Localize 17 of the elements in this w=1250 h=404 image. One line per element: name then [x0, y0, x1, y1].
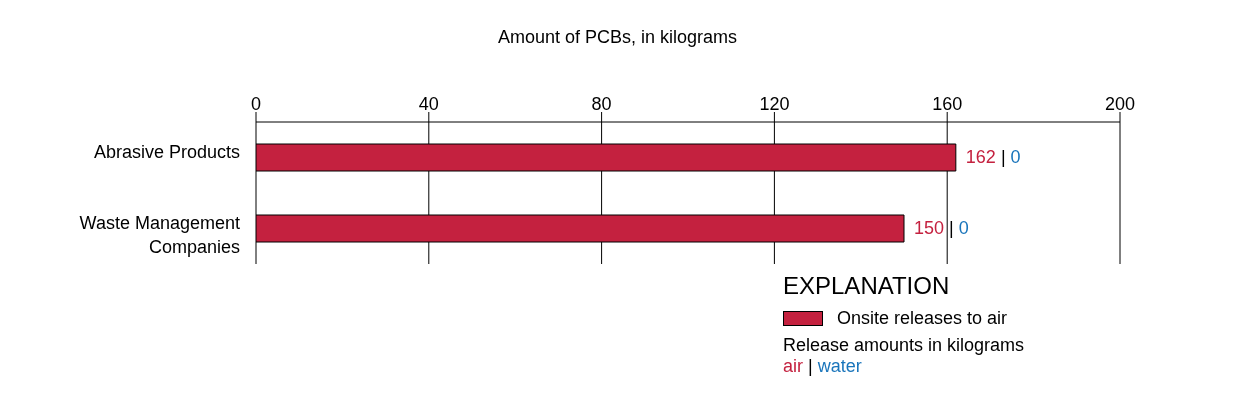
- x-tick-label: 120: [759, 94, 790, 114]
- data-label: 150 |: [914, 217, 954, 238]
- legend-label: Onsite releases to air: [837, 308, 1008, 329]
- y-tick-label: Abrasive Products: [93, 141, 240, 162]
- legend-title: EXPLANATION: [783, 272, 951, 300]
- text: air | water: [783, 356, 862, 376]
- x-tick-label: 200: [1104, 94, 1136, 114]
- x-tick-label: 160: [932, 94, 963, 114]
- data-label: 0: [958, 217, 969, 238]
- y-tick-label: Waste Management Companies: [79, 212, 240, 257]
- x-tick-label: 80: [591, 94, 612, 114]
- x-tick-label: 40: [418, 94, 439, 114]
- data-label: 162 |: [965, 146, 1006, 167]
- x-axis-title: Amount of PCBs, in kilograms: [497, 26, 739, 49]
- x-tick-label: 0: [250, 94, 262, 114]
- text: Release amounts in kilograms: [783, 335, 1026, 356]
- data-label: 0: [1010, 146, 1021, 167]
